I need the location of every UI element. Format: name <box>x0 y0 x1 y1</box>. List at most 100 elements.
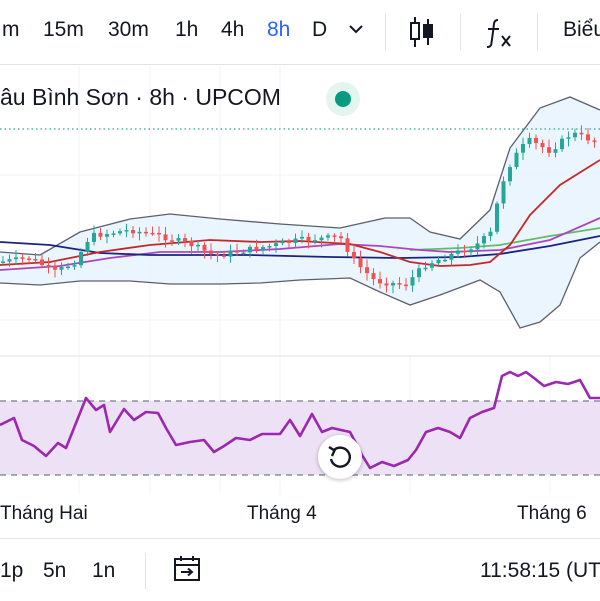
candle-body <box>157 232 161 235</box>
candle-body <box>495 203 499 232</box>
symbol-legend[interactable]: âu Bình Sơn · 8h · UPCOM <box>0 84 281 110</box>
candle-body <box>573 132 577 138</box>
candle-body <box>202 244 207 251</box>
candle-body <box>287 241 291 243</box>
candle-body <box>313 240 317 242</box>
reset-chart-button[interactable] <box>318 435 362 479</box>
candle-body <box>410 277 415 286</box>
bollinger-bands <box>0 96 600 329</box>
candle-body <box>449 253 454 260</box>
candle-body <box>462 250 467 253</box>
candle-body <box>254 246 259 251</box>
chart-type-label[interactable]: Biểu <box>563 18 600 41</box>
ma-blue <box>0 235 600 259</box>
bottom-divider <box>145 553 146 589</box>
candle-body <box>105 234 109 237</box>
candle-body <box>488 231 493 237</box>
candle-body <box>222 255 226 257</box>
candle-body <box>27 258 31 260</box>
timeframe-30m[interactable]: 30m <box>108 18 149 41</box>
timeframe-1h[interactable]: 1h <box>175 18 199 41</box>
candle-body <box>40 259 44 266</box>
candle-body <box>553 149 558 153</box>
candle-body <box>547 147 551 153</box>
candle-body <box>53 265 57 270</box>
candle-body <box>443 259 447 262</box>
candle-body <box>118 231 122 234</box>
candle-body <box>92 232 96 242</box>
candle-body <box>501 181 506 204</box>
candle-body <box>521 144 525 153</box>
candle-body <box>592 140 597 142</box>
candle-body <box>248 246 252 253</box>
candle-body <box>293 238 298 243</box>
range-button-1n[interactable]: 1n <box>92 559 116 582</box>
candle-body <box>66 266 70 269</box>
candle-body <box>170 240 174 242</box>
chevron-down-icon[interactable] <box>347 22 365 41</box>
range-button-1p[interactable]: 1p <box>0 559 24 582</box>
candlestick-icon[interactable] <box>408 14 436 55</box>
candle-body <box>391 283 395 286</box>
function-icon[interactable] <box>484 16 516 55</box>
candle-body <box>144 231 148 234</box>
ma-red <box>0 159 600 267</box>
candle-body <box>1 261 5 264</box>
candle-body <box>534 137 538 144</box>
toolbar-divider <box>385 14 386 50</box>
candle-body <box>397 283 402 285</box>
candle-body <box>319 237 324 241</box>
bollinger-fill <box>0 97 600 328</box>
candle-body <box>475 243 480 250</box>
candle-body <box>280 241 285 244</box>
candlesticks <box>1 125 597 294</box>
candle-body <box>131 229 135 234</box>
candle-body <box>176 238 181 241</box>
candle-body <box>241 252 246 254</box>
timeframe-4h[interactable]: 4h <box>221 18 245 41</box>
candle-body <box>98 232 103 237</box>
candle-body <box>163 234 168 241</box>
timeframe-d[interactable]: D <box>312 18 328 41</box>
time-axis-label: Tháng 4 <box>247 503 317 524</box>
toolbar-border <box>0 64 600 65</box>
rsi-line <box>0 370 600 470</box>
candle-body <box>124 229 129 232</box>
candle-body <box>274 243 278 247</box>
candle-body <box>378 279 382 284</box>
range-button-5n[interactable]: 5n <box>43 559 67 582</box>
candle-body <box>196 244 200 247</box>
candle-body <box>417 268 421 278</box>
go-to-date-icon[interactable] <box>172 555 202 588</box>
candle-body <box>261 247 265 251</box>
candle-body <box>352 251 356 259</box>
clock-readout: 11:58:15 (UT <box>480 559 600 582</box>
candle-body <box>436 259 441 264</box>
candle-body <box>150 232 155 235</box>
candle-body <box>14 257 18 260</box>
candle-body <box>300 236 304 239</box>
market-status[interactable] <box>326 82 360 116</box>
candle-body <box>137 231 142 234</box>
candle-body <box>358 258 363 268</box>
candle-body <box>59 266 64 270</box>
timeframe-15m[interactable]: 15m <box>43 18 84 41</box>
timeframe-1m[interactable]: m <box>2 18 20 41</box>
candle-body <box>235 250 239 253</box>
time-axis-label: Tháng 6 <box>517 503 587 524</box>
candle-body <box>456 250 460 254</box>
candle-body <box>20 257 25 259</box>
candle-body <box>345 238 350 252</box>
timeframe-8h[interactable]: 8h <box>267 18 291 41</box>
rotate-left-icon <box>328 445 352 468</box>
candle-body <box>384 283 389 286</box>
candle-body <box>514 152 519 168</box>
candle-body <box>560 138 564 150</box>
candle-body <box>508 167 512 182</box>
rsi-pane <box>0 370 600 476</box>
bottom-toolbar: 1p 5n 1n 11:58:15 (UT <box>0 538 600 601</box>
candle-body <box>215 253 220 256</box>
candle-body <box>579 132 584 135</box>
candle-body <box>527 137 532 145</box>
